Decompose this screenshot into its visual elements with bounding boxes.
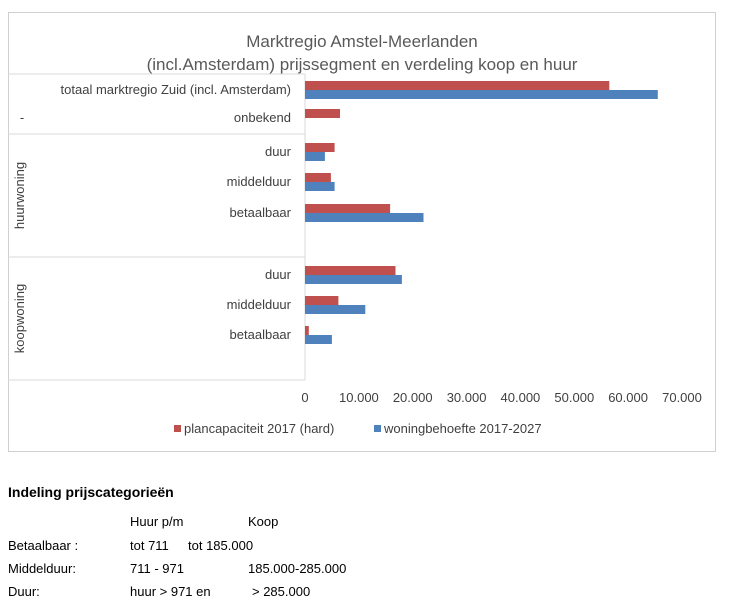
bar-plancapaciteit xyxy=(305,326,309,335)
category-label: betaalbaar xyxy=(230,327,292,342)
x-tick-label: 40.000 xyxy=(501,390,541,405)
bar-plancapaciteit xyxy=(305,266,396,275)
bar-plancapaciteit xyxy=(305,173,331,182)
bar-plancapaciteit xyxy=(305,81,610,90)
notes-row-huur: tot 711 xyxy=(130,538,169,553)
notes-heading: Indeling prijscategorieën xyxy=(8,484,174,500)
x-tick-label: 10.000 xyxy=(339,390,379,405)
legend-label: woningbehoefte 2017-2027 xyxy=(383,421,542,436)
x-tick-label: 70.000 xyxy=(662,390,702,405)
x-tick-label: 50.000 xyxy=(554,390,594,405)
notes-row-label: Betaalbaar : xyxy=(8,538,79,553)
chart-title-line-1: Marktregio Amstel-Meerlanden xyxy=(246,32,477,51)
category-label: duur xyxy=(265,267,292,282)
notes-row-label: Duur: xyxy=(8,584,40,599)
category-label: totaal marktregio Zuid (incl. Amsterdam) xyxy=(61,82,291,97)
bar-woningbehoefte xyxy=(305,152,325,161)
chart-frame xyxy=(8,12,716,452)
chart-title-line-2: (incl.Amsterdam) prijssegment en verdeli… xyxy=(147,55,578,74)
notes-row-huur: huur > 971 en xyxy=(130,584,211,599)
bar-woningbehoefte xyxy=(305,335,332,344)
group-label: koopwoning xyxy=(12,284,27,353)
category-label: duur xyxy=(265,144,292,159)
x-tick-label: 0 xyxy=(301,390,308,405)
bar-plancapaciteit xyxy=(305,143,335,152)
category-label: betaalbaar xyxy=(230,205,292,220)
legend-label: plancapaciteit 2017 (hard) xyxy=(184,421,334,436)
bar-plancapaciteit xyxy=(305,296,339,305)
bar-woningbehoefte xyxy=(305,275,402,284)
notes-col-huur: Huur p/m xyxy=(130,514,184,529)
bar-woningbehoefte xyxy=(305,182,335,191)
group-label: huurwoning xyxy=(12,162,27,229)
notes-row-koop: tot 185.000 xyxy=(188,538,254,553)
category-label: middelduur xyxy=(227,174,292,189)
notes-row-label: Middelduur: xyxy=(8,561,76,576)
legend-swatch xyxy=(374,425,381,432)
notes-row-huur: 711 - 971 xyxy=(130,561,184,576)
bar-woningbehoefte xyxy=(305,305,366,314)
plot-area: - totaal marktregio Zuid (incl. Amsterdam… xyxy=(8,73,702,436)
bar-plancapaciteit xyxy=(305,109,340,118)
group-label: - xyxy=(20,110,24,125)
notes-row-koop: 185.000-285.000 xyxy=(248,561,347,576)
bar-woningbehoefte xyxy=(305,90,658,99)
legend-swatch xyxy=(174,425,181,432)
notes-col-koop: Koop xyxy=(248,514,279,529)
category-label: middelduur xyxy=(227,297,292,312)
x-tick-label: 20.000 xyxy=(393,390,433,405)
bar-woningbehoefte xyxy=(305,213,424,222)
category-label: onbekend xyxy=(234,110,291,125)
x-tick-label: 60.000 xyxy=(608,390,648,405)
bar-plancapaciteit xyxy=(305,204,391,213)
bar-chart: Marktregio Amstel-Meerlanden (incl.Amste… xyxy=(8,32,702,436)
notes-row-koop: > 285.000 xyxy=(252,584,311,599)
x-tick-label: 30.000 xyxy=(447,390,487,405)
